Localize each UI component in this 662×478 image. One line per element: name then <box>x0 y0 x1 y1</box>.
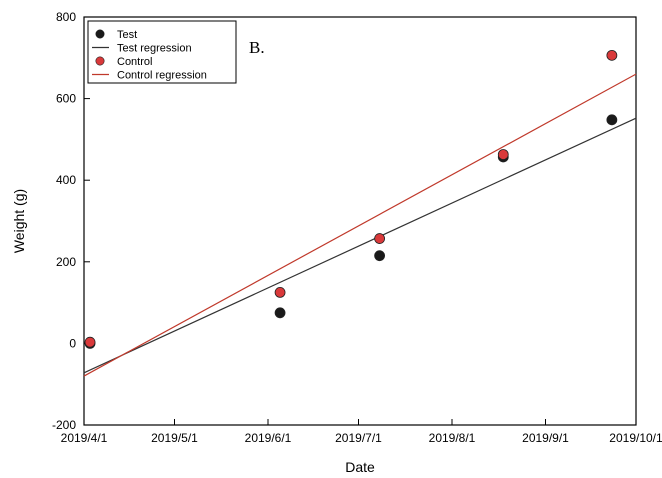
regression-line <box>83 117 637 374</box>
plot-area <box>83 16 637 426</box>
x-tick-label: 2019/5/1 <box>151 431 198 445</box>
legend-label: Test <box>117 29 137 41</box>
legend-marker <box>95 56 105 66</box>
data-point <box>374 233 386 244</box>
y-axis-title: Weight (g) <box>11 189 27 253</box>
data-point <box>606 114 618 126</box>
x-tick-label: 2019/6/1 <box>245 431 292 445</box>
x-tick-label: 2019/7/1 <box>335 431 382 445</box>
y-tick-label: 200 <box>56 255 76 269</box>
x-tick-label: 2019/9/1 <box>522 431 569 445</box>
data-point <box>84 336 96 348</box>
regression-line <box>83 73 637 377</box>
legend-marker <box>95 29 105 39</box>
x-tick-label: 2019/4/1 <box>61 431 108 445</box>
data-point <box>606 49 618 61</box>
legend-box <box>87 20 237 84</box>
legend-label: Control regression <box>117 70 207 82</box>
legend-label: Test regression <box>117 43 192 55</box>
panel-label: B. <box>249 38 265 57</box>
series-layer <box>83 49 637 377</box>
y-tick-label: -200 <box>52 418 76 432</box>
y-tick-label: 400 <box>56 173 76 187</box>
data-point <box>374 250 386 262</box>
data-point <box>274 286 286 298</box>
y-tick-label: 0 <box>69 336 76 350</box>
data-point <box>274 307 286 319</box>
data-point <box>497 149 509 160</box>
x-tick-label: 2019/10/1 <box>609 431 662 445</box>
y-tick-label: 600 <box>56 92 76 106</box>
legend-label: Control <box>117 56 152 68</box>
y-tick-label: 800 <box>56 10 76 24</box>
x-tick-label: 2019/8/1 <box>429 431 476 445</box>
x-axis-title: Date <box>345 459 375 475</box>
